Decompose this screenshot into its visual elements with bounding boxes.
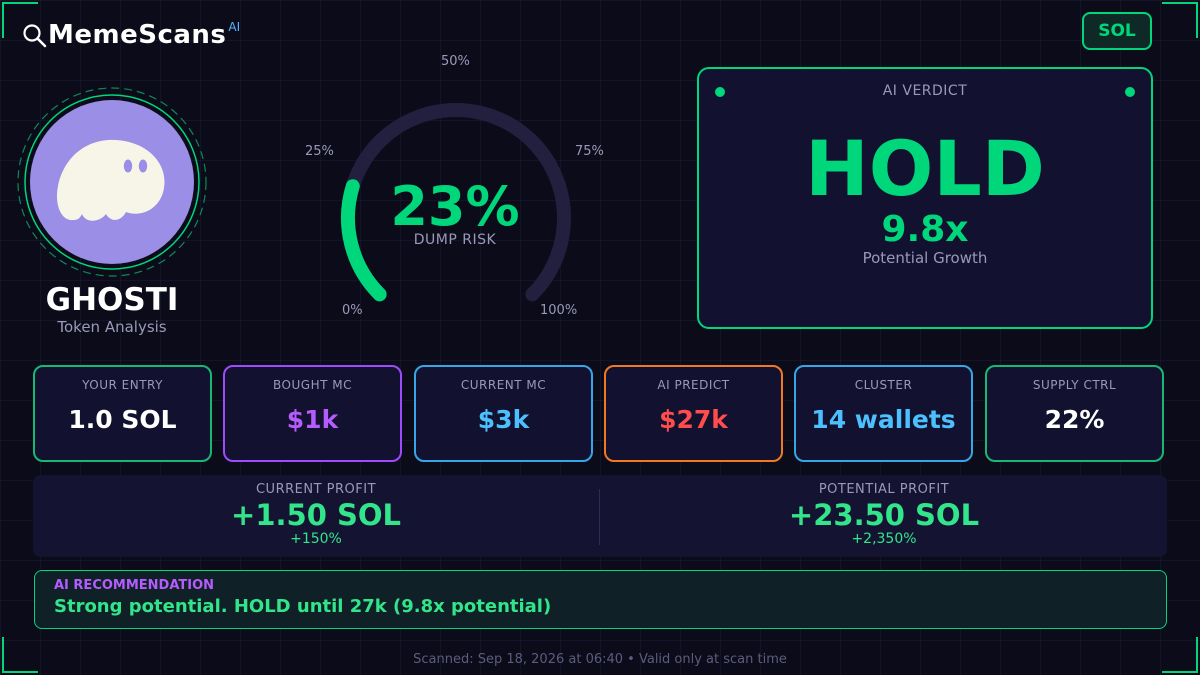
- stat-label: CLUSTER: [854, 378, 913, 392]
- stat-label: CURRENT MC: [460, 378, 547, 392]
- stat-card-ai-predict: AI PREDICT $27k: [604, 365, 783, 462]
- verdict-subtitle: Potential Growth: [862, 249, 988, 267]
- stat-value: 14 wallets: [811, 405, 956, 434]
- stat-value: 22%: [1044, 405, 1105, 434]
- potential-profit-label: POTENTIAL PROFIT: [818, 482, 950, 497]
- stat-card-bought-mc: BOUGHT MC $1k: [223, 365, 402, 462]
- stats-row: YOUR ENTRY 1.0 SOL BOUGHT MC $1k CURRENT…: [33, 365, 1164, 462]
- current-profit-label: CURRENT PROFIT: [255, 482, 377, 497]
- chain-selector-button[interactable]: SOL: [1082, 12, 1152, 50]
- profit-panel: CURRENT PROFIT +1.50 SOL +150% POTENTIAL…: [33, 475, 1167, 557]
- brand-name: MemeScans: [48, 20, 227, 50]
- stat-label: SUPPLY CTRL: [1032, 378, 1117, 392]
- panel-dot-right: [1125, 87, 1135, 97]
- stat-card-supply-ctrl: SUPPLY CTRL 22%: [985, 365, 1164, 462]
- token-avatar: [16, 86, 208, 278]
- potential-profit-percent: +2,350%: [851, 531, 917, 547]
- panel-dot-left: [715, 87, 725, 97]
- frame-corner-top-left: [2, 2, 38, 38]
- gauge-tick-25: 25%: [305, 144, 334, 159]
- gauge-tick-50: 50%: [441, 54, 470, 69]
- brand-ai-badge: AI: [228, 20, 241, 34]
- ai-recommendation-panel: AI RECOMMENDATION Strong potential. HOLD…: [34, 570, 1167, 629]
- stat-card-entry: YOUR ENTRY 1.0 SOL: [33, 365, 212, 462]
- verdict-multiplier: 9.8x: [881, 209, 969, 250]
- token-name: GHOSTI: [45, 282, 179, 318]
- brand-logo: MemeScans AI: [22, 20, 240, 50]
- gauge-tick-100: 100%: [540, 303, 578, 318]
- dump-risk-caption: DUMP RISK: [413, 232, 497, 248]
- frame-corner-bottom-right: [1162, 637, 1198, 673]
- gauge-tick-0: 0%: [342, 303, 363, 318]
- verdict-word: HOLD: [805, 124, 1045, 213]
- dump-risk-value: 23%: [390, 175, 520, 238]
- verdict-title: AI VERDICT: [882, 83, 968, 99]
- avatar-ring: [17, 87, 207, 277]
- current-profit-value: +1.50 SOL: [231, 498, 401, 532]
- profit-divider: [599, 489, 600, 545]
- current-profit: CURRENT PROFIT +1.50 SOL +150%: [33, 475, 599, 557]
- gauge-fill: [341, 179, 387, 302]
- stat-card-cluster: CLUSTER 14 wallets: [794, 365, 973, 462]
- stat-card-current-mc: CURRENT MC $3k: [414, 365, 593, 462]
- stat-value: $3k: [477, 405, 530, 434]
- current-profit-percent: +150%: [290, 531, 342, 547]
- stat-label: YOUR ENTRY: [82, 378, 163, 392]
- dump-risk-gauge: 50% 25% 75% 0% 100% 23% DUMP RISK: [290, 50, 630, 330]
- stat-label: BOUGHT MC: [273, 378, 352, 392]
- stat-label: AI PREDICT: [657, 378, 730, 392]
- potential-profit: POTENTIAL PROFIT +23.50 SOL +2,350%: [601, 475, 1167, 557]
- recommendation-text: Strong potential. HOLD until 27k (9.8x p…: [54, 596, 552, 617]
- stat-value: $27k: [659, 405, 728, 434]
- magnifier-icon: [23, 24, 47, 48]
- frame-corner-bottom-left: [2, 637, 38, 673]
- token-subtitle: Token Analysis: [57, 318, 167, 336]
- stat-value: 1.0 SOL: [68, 405, 177, 434]
- gauge-tick-75: 75%: [575, 144, 604, 159]
- ai-verdict-panel: AI VERDICT HOLD 9.8x Potential Growth: [697, 67, 1153, 329]
- recommendation-title: AI RECOMMENDATION: [54, 578, 215, 593]
- scan-footer: Scanned: Sep 18, 2026 at 06:40 • Valid o…: [413, 652, 787, 667]
- frame-corner-top-right: [1162, 2, 1198, 38]
- ghost-icon: [56, 139, 165, 221]
- potential-profit-value: +23.50 SOL: [788, 498, 980, 532]
- stat-value: $1k: [286, 405, 339, 434]
